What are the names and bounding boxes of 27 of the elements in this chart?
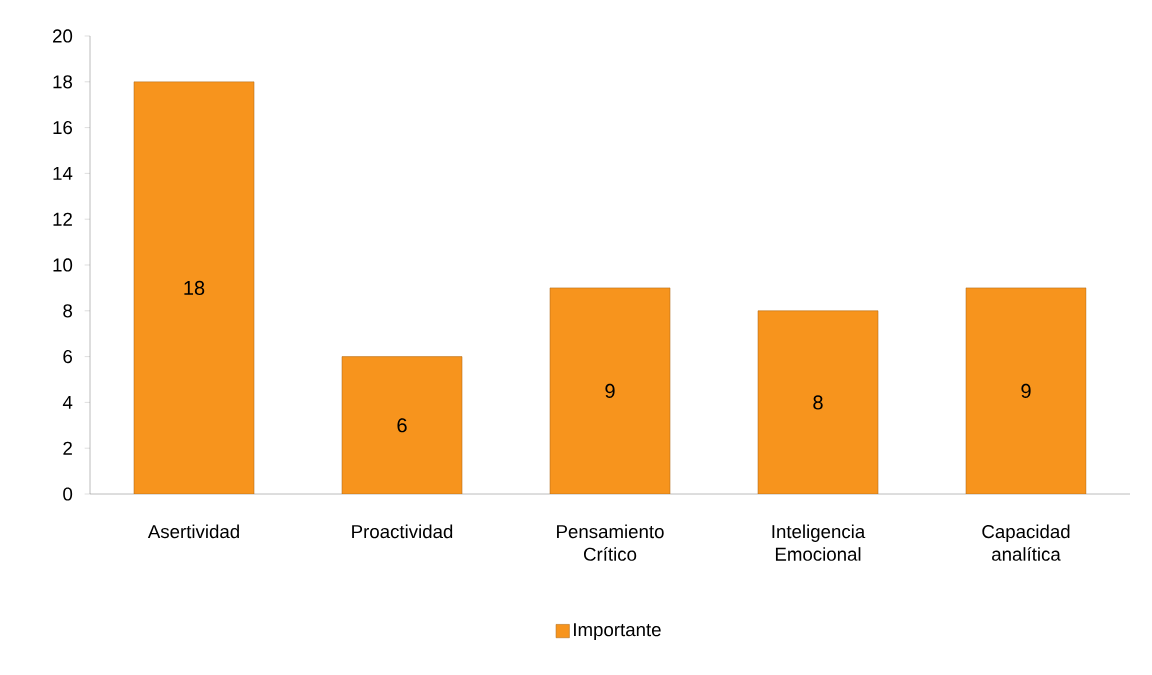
y-tick-label: 12 — [53, 212, 72, 226]
y-tick-label: 6 — [63, 349, 73, 364]
bar — [965, 287, 1087, 494]
data-label: 18 — [184, 280, 205, 295]
y-tick-label: 0 — [63, 487, 73, 501]
y-tick-label: 18 — [53, 75, 73, 89]
y-tick-label: 8 — [63, 304, 73, 318]
y-tick-label: 10 — [53, 258, 73, 272]
x-tick-label: Pensamiento Crítico — [557, 524, 664, 561]
bar — [549, 287, 671, 494]
y-tick-label: 4 — [62, 395, 73, 409]
y-tick-label: 14 — [53, 166, 73, 180]
legend-label: Importante — [574, 623, 661, 640]
data-label: 9 — [605, 383, 615, 399]
x-tick-label: Asertividad — [147, 524, 239, 539]
x-tick-label: Inteligencia Emocional — [772, 524, 866, 561]
bar — [341, 356, 463, 494]
data-label: 6 — [397, 418, 407, 433]
bar — [133, 81, 255, 494]
data-label: 9 — [1021, 383, 1031, 399]
x-tick-label: Capacidad analítica — [982, 524, 1070, 561]
x-tick-label: Proactividad — [352, 524, 453, 539]
y-tick-label: 20 — [53, 29, 73, 43]
y-tick-label: 16 — [53, 120, 73, 135]
bar — [757, 310, 879, 494]
data-label: 8 — [813, 395, 823, 410]
y-tick-label: 2 — [63, 441, 72, 455]
